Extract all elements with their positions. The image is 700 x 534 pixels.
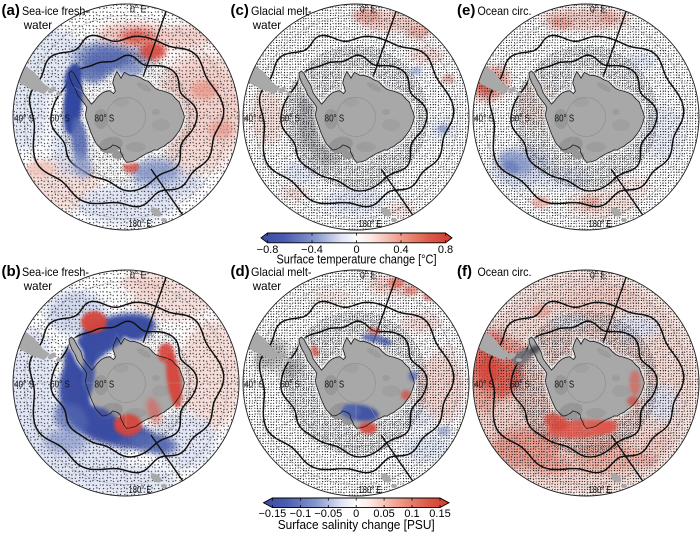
- svg-text:(c): (c): [231, 2, 249, 19]
- svg-text:180° E: 180° E: [359, 485, 382, 496]
- svg-text:40° S: 40° S: [474, 380, 494, 391]
- svg-text:0.8: 0.8: [438, 244, 453, 256]
- svg-text:0.05: 0.05: [373, 508, 394, 520]
- svg-text:0: 0: [353, 508, 359, 520]
- svg-text:0° E: 0° E: [130, 5, 147, 16]
- svg-text:60° S: 60° S: [50, 114, 70, 125]
- svg-text:Surface temperature change [°C: Surface temperature change [°C]: [277, 252, 437, 267]
- svg-text:80° S: 80° S: [95, 380, 115, 391]
- svg-text:0° E: 0° E: [130, 271, 147, 282]
- svg-text:(d): (d): [231, 263, 250, 280]
- svg-text:Glacial melt-: Glacial melt-: [251, 266, 312, 279]
- svg-text:(e): (e): [457, 2, 475, 19]
- svg-text:−0.4: −0.4: [301, 244, 323, 256]
- svg-text:Surface salinity change [PSU]: Surface salinity change [PSU]: [278, 517, 435, 532]
- svg-text:(a): (a): [2, 2, 20, 19]
- svg-text:0.15: 0.15: [429, 508, 450, 520]
- svg-text:water: water: [23, 280, 52, 293]
- svg-text:Glacial melt-: Glacial melt-: [251, 5, 312, 18]
- svg-text:water: water: [252, 19, 281, 32]
- svg-text:180° E: 180° E: [359, 219, 382, 230]
- svg-text:water: water: [23, 19, 52, 32]
- svg-text:80° S: 80° S: [555, 114, 575, 125]
- svg-text:60° S: 60° S: [50, 380, 70, 391]
- svg-text:80° S: 80° S: [555, 380, 575, 391]
- svg-text:60° S: 60° S: [280, 114, 300, 125]
- svg-text:Sea-ice fresh-: Sea-ice fresh-: [22, 5, 89, 18]
- svg-text:60° S: 60° S: [510, 380, 530, 391]
- svg-text:(f): (f): [457, 263, 472, 280]
- svg-text:0.1: 0.1: [404, 508, 419, 520]
- svg-text:40° S: 40° S: [14, 380, 34, 391]
- svg-text:0° E: 0° E: [590, 5, 607, 16]
- svg-text:water: water: [252, 280, 281, 293]
- svg-text:−0.15: −0.15: [258, 508, 286, 520]
- svg-text:80° S: 80° S: [325, 114, 345, 125]
- svg-text:80° S: 80° S: [95, 114, 115, 125]
- svg-text:180° E: 180° E: [589, 485, 612, 496]
- svg-text:40° S: 40° S: [474, 114, 494, 125]
- svg-text:0° E: 0° E: [590, 271, 607, 282]
- svg-text:60° S: 60° S: [510, 114, 530, 125]
- svg-text:180° E: 180° E: [129, 219, 152, 230]
- svg-text:Ocean circ.: Ocean circ.: [478, 5, 532, 18]
- svg-text:−0.05: −0.05: [314, 508, 342, 520]
- svg-text:(b): (b): [2, 263, 21, 280]
- svg-text:0.4: 0.4: [393, 244, 408, 256]
- svg-text:180° E: 180° E: [129, 485, 152, 496]
- svg-text:40° S: 40° S: [14, 114, 34, 125]
- svg-text:0: 0: [353, 244, 359, 256]
- svg-text:0° E: 0° E: [360, 5, 377, 16]
- svg-text:−0.1: −0.1: [290, 508, 312, 520]
- svg-text:Sea-ice fresh-: Sea-ice fresh-: [22, 266, 89, 279]
- svg-text:40° S: 40° S: [244, 114, 264, 125]
- svg-text:−0.8: −0.8: [257, 244, 279, 256]
- svg-text:Ocean circ.: Ocean circ.: [478, 266, 532, 279]
- svg-text:180° E: 180° E: [589, 219, 612, 230]
- svg-text:80° S: 80° S: [325, 380, 345, 391]
- svg-text:40° S: 40° S: [244, 380, 264, 391]
- svg-text:0° E: 0° E: [360, 271, 377, 282]
- svg-text:60° S: 60° S: [280, 380, 300, 391]
